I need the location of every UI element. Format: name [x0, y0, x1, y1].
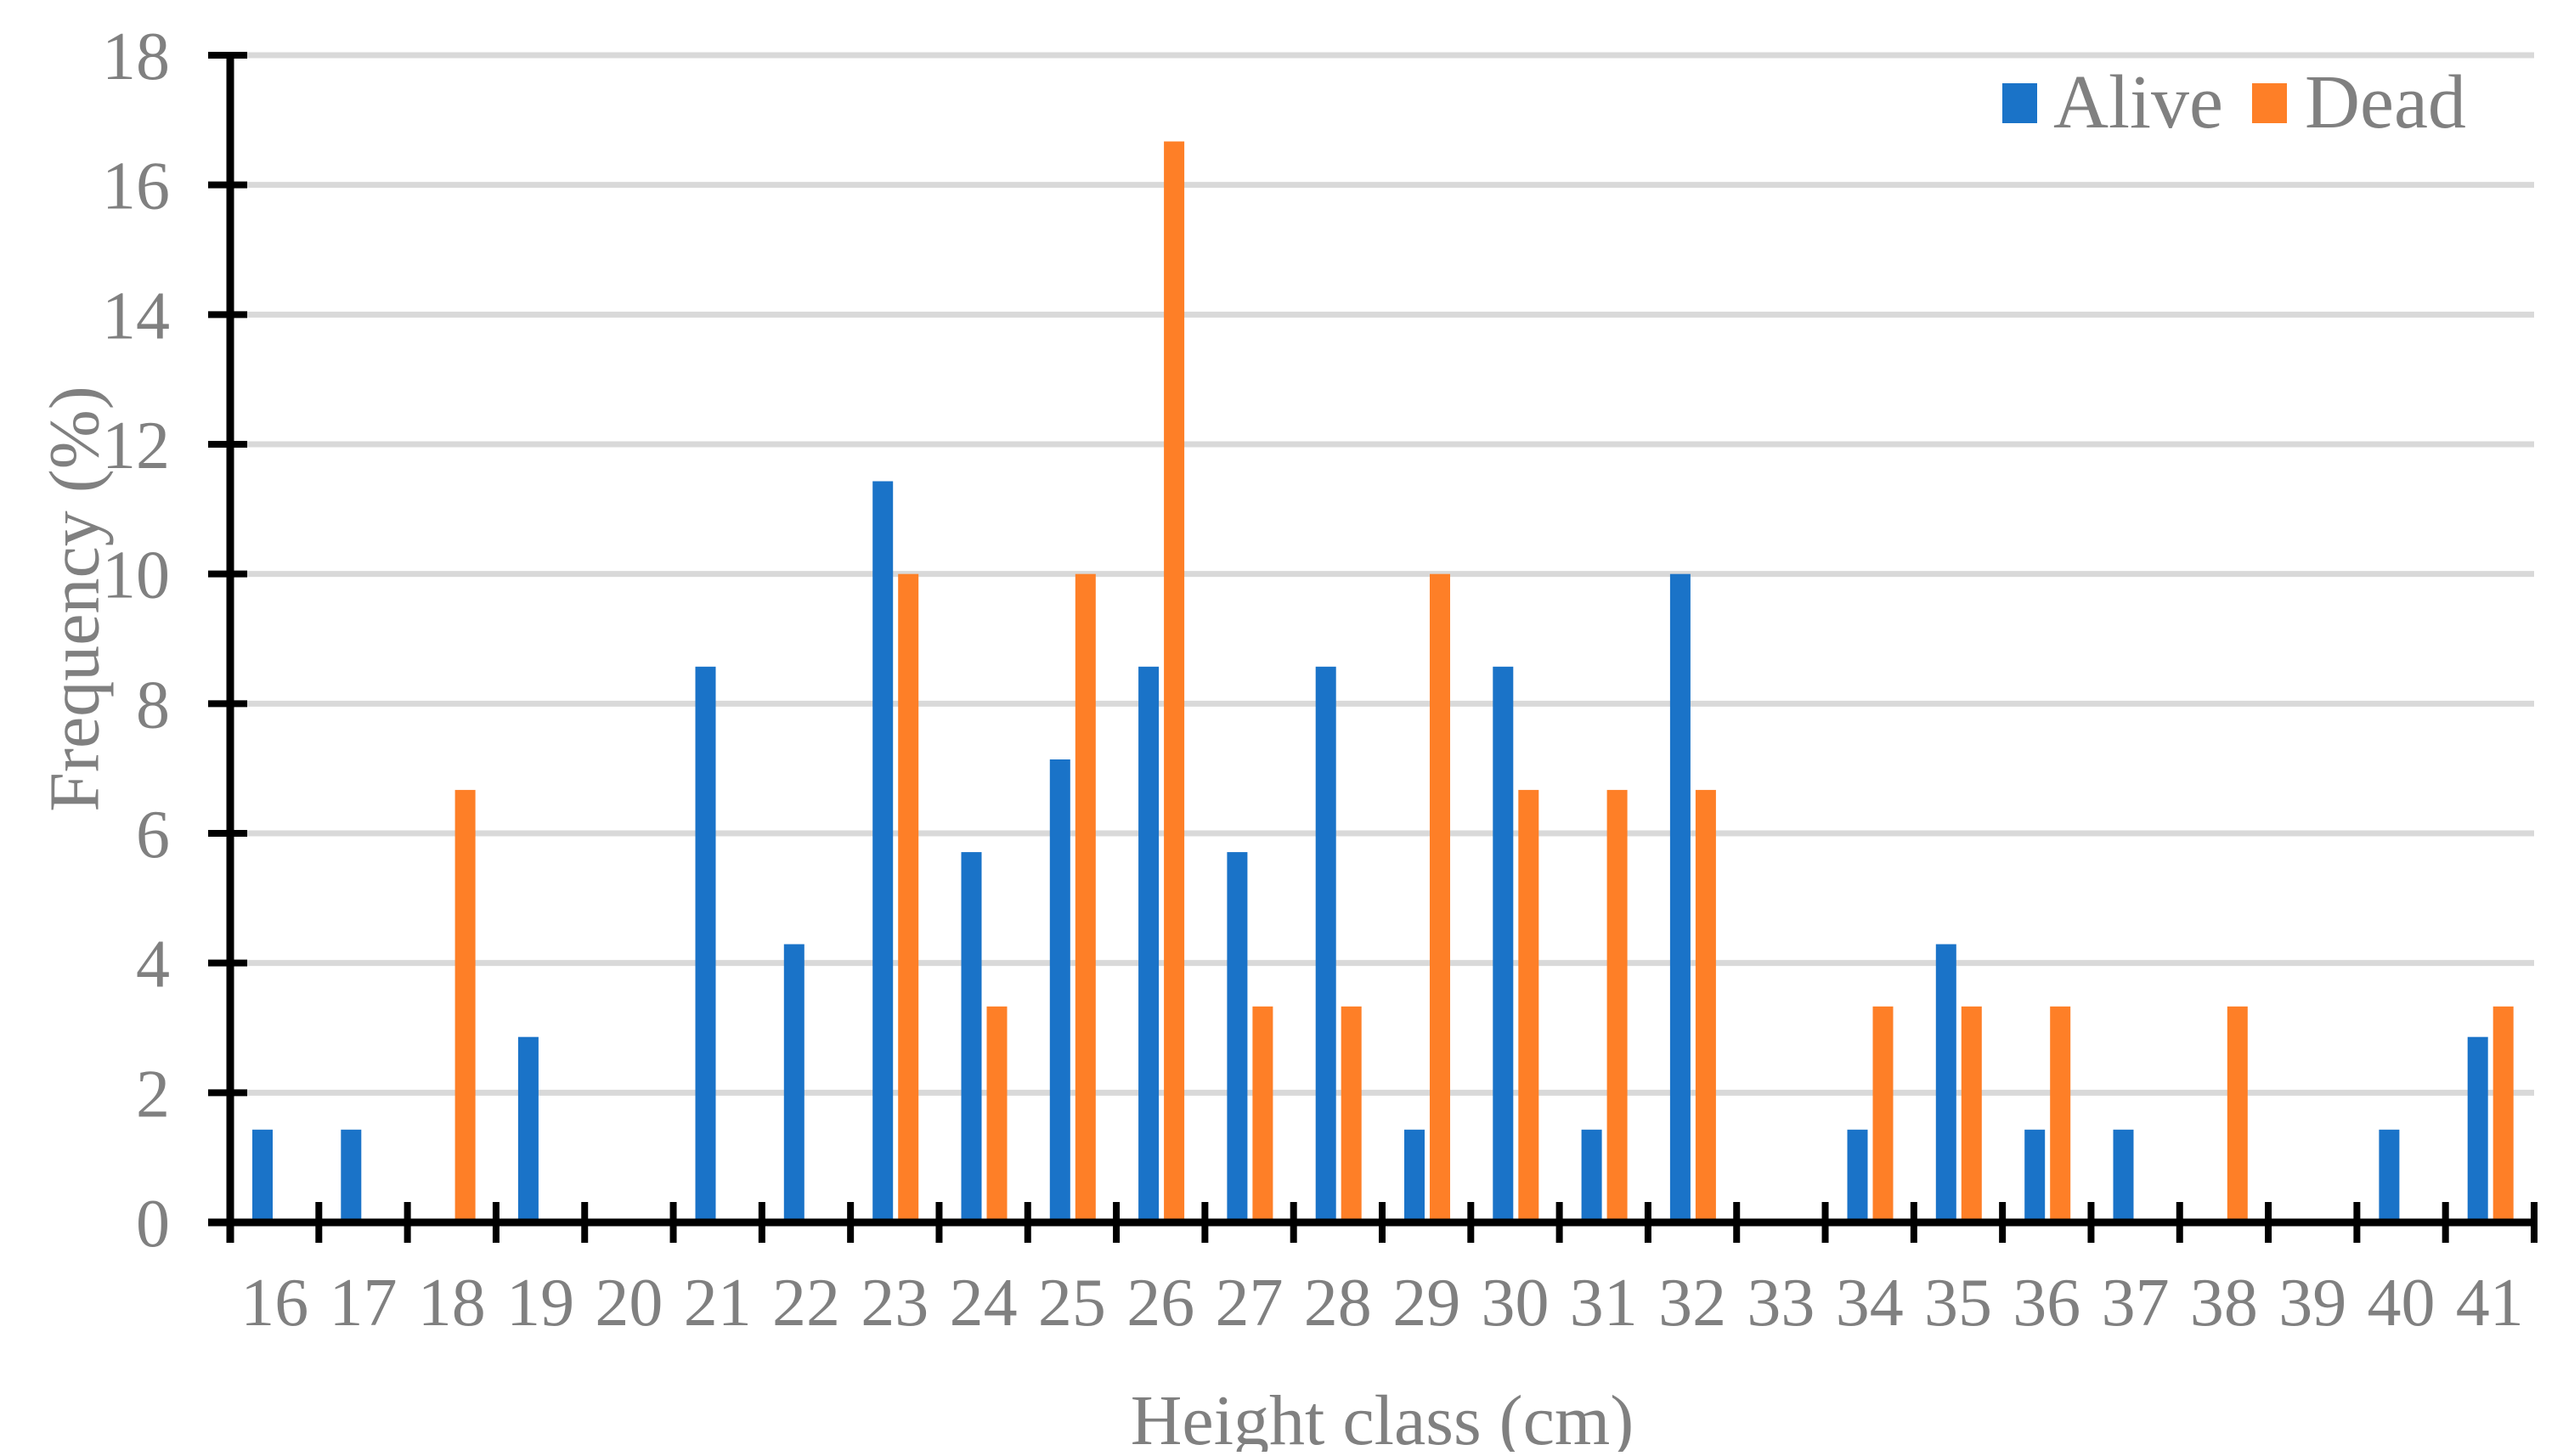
bar-dead-34	[1872, 1006, 1894, 1222]
bar-alive-41	[2467, 1036, 2488, 1222]
bar-alive-36	[2024, 1129, 2046, 1222]
bar-dead-23	[898, 573, 919, 1222]
x-tick-label: 22	[772, 1266, 840, 1340]
x-tick-label: 31	[1570, 1266, 1638, 1340]
bar-alive-24	[961, 852, 982, 1222]
y-axis-ticks: 0 2 4 6 8 10 12 14 16 18	[102, 20, 247, 1261]
gridlines	[230, 52, 2534, 1096]
bar-alive-21	[695, 666, 716, 1222]
bar-alive-30	[1493, 666, 1514, 1222]
bar-dead-32	[1695, 789, 1716, 1222]
bar-dead-18	[454, 789, 476, 1222]
bar-alive-22	[783, 944, 804, 1222]
bar-dead-24	[986, 1006, 1008, 1222]
x-tick-label: 26	[1126, 1266, 1194, 1340]
legend-swatch-alive-icon	[2002, 83, 2037, 123]
x-tick-label: 36	[2013, 1266, 2080, 1340]
x-tick-label: 41	[2456, 1266, 2524, 1340]
x-tick-label: 20	[595, 1266, 663, 1340]
y-tick-label: 6	[136, 798, 170, 872]
bar-alive-23	[872, 481, 894, 1222]
legend-label-alive: Alive	[2053, 60, 2223, 144]
bars	[252, 141, 2514, 1222]
bar-alive-16	[252, 1129, 273, 1222]
axes	[208, 52, 2538, 1243]
y-tick-label: 4	[136, 928, 170, 1002]
x-tick-label: 19	[506, 1266, 574, 1340]
bar-alive-35	[1935, 944, 1956, 1222]
bar-dead-41	[2492, 1006, 2514, 1222]
bar-dead-25	[1075, 573, 1096, 1222]
bar-alive-31	[1581, 1129, 1602, 1222]
bar-dead-29	[1430, 573, 1450, 1222]
bar-alive-29	[1404, 1129, 1425, 1222]
bar-dead-26	[1164, 141, 1185, 1222]
x-tick-label: 37	[2102, 1266, 2170, 1340]
x-tick-label: 35	[1924, 1266, 1992, 1340]
x-tick-label: 29	[1392, 1266, 1460, 1340]
bar-dead-28	[1341, 1006, 1362, 1222]
bar-alive-19	[517, 1036, 539, 1222]
bar-dead-31	[1606, 789, 1628, 1222]
x-axis-ticks: 16 17 18 19 20 21 22 23 24 25 26 27 28 29 30 31 32 33 34 35…	[227, 1202, 2538, 1340]
y-tick-label: 12	[102, 409, 170, 483]
bar-dead-27	[1252, 1006, 1273, 1222]
x-tick-label: 23	[861, 1266, 929, 1340]
bar-dead-35	[1961, 1006, 1982, 1222]
bar-alive-34	[1847, 1129, 1868, 1222]
legend-item-dead[interactable]: Dead	[2252, 60, 2466, 144]
y-tick-label: 0	[136, 1187, 170, 1261]
bar-alive-32	[1669, 573, 1691, 1222]
bar-alive-27	[1227, 852, 1248, 1222]
bar-alive-17	[341, 1129, 362, 1222]
y-tick-label: 16	[102, 150, 170, 224]
bar-dead-38	[2227, 1006, 2248, 1222]
bar-alive-40	[2379, 1129, 2400, 1222]
x-tick-label: 28	[1304, 1266, 1372, 1340]
x-tick-label: 18	[418, 1266, 486, 1340]
bar-alive-28	[1315, 666, 1336, 1222]
y-tick-label: 14	[102, 279, 170, 353]
x-tick-label: 38	[2190, 1266, 2258, 1340]
x-tick-label: 34	[1836, 1266, 1904, 1340]
y-tick-label: 8	[136, 668, 170, 742]
legend-swatch-dead-icon	[2252, 83, 2287, 123]
y-tick-label: 18	[102, 20, 170, 94]
y-tick-label: 2	[136, 1057, 170, 1132]
x-tick-label: 32	[1658, 1266, 1726, 1340]
bar-alive-25	[1049, 759, 1070, 1222]
x-tick-label: 21	[684, 1266, 752, 1340]
legend: Alive Dead	[2002, 60, 2466, 144]
legend-item-alive[interactable]: Alive	[2002, 60, 2223, 144]
x-tick-label: 30	[1482, 1266, 1550, 1340]
bar-alive-26	[1138, 666, 1160, 1222]
x-tick-label: 27	[1216, 1266, 1284, 1340]
x-tick-label: 24	[950, 1266, 1018, 1340]
bar-dead-30	[1518, 789, 1539, 1222]
x-tick-label: 17	[330, 1266, 398, 1340]
x-tick-label: 33	[1747, 1266, 1815, 1340]
bar-dead-36	[2050, 1006, 2071, 1222]
x-axis-title: Height class (cm)	[1131, 1381, 1634, 1452]
x-tick-label: 16	[240, 1266, 308, 1340]
bar-alive-37	[2113, 1129, 2134, 1222]
y-tick-label: 10	[102, 539, 170, 613]
legend-label-dead: Dead	[2305, 60, 2466, 144]
x-tick-label: 39	[2278, 1266, 2346, 1340]
x-tick-label: 25	[1038, 1266, 1106, 1340]
x-tick-label: 40	[2368, 1266, 2436, 1340]
y-axis-title: Frequency (%)	[36, 386, 115, 811]
